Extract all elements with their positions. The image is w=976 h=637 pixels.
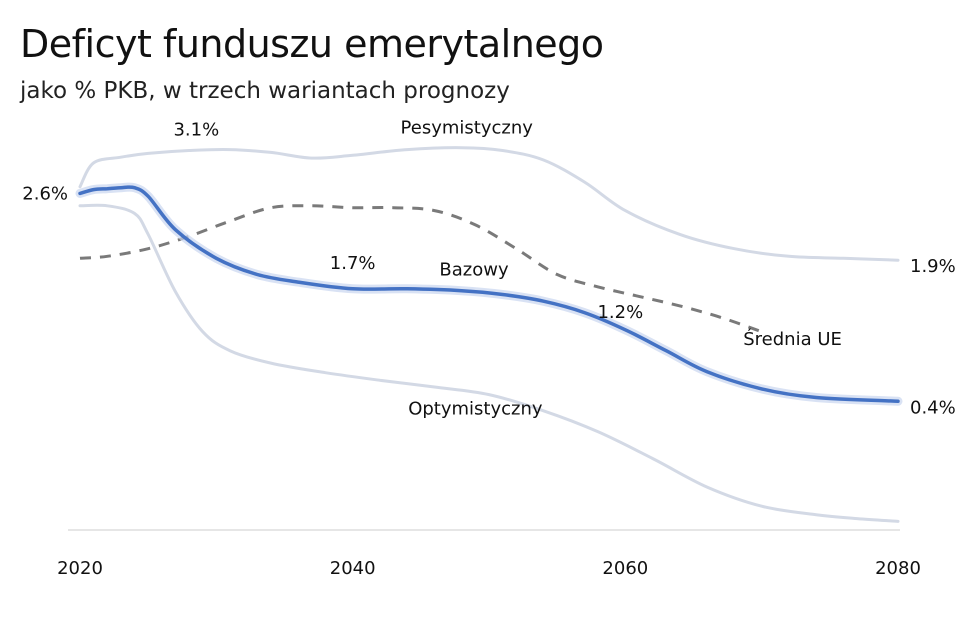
chart-title: Deficyt funduszu emerytalnego	[20, 22, 604, 66]
data-label-1-2pct: 1.2%	[597, 302, 643, 323]
data-label-3-1pct: 3.1%	[173, 120, 219, 141]
data-label-pesymistyczny: Pesymistyczny	[401, 118, 534, 139]
x-axis-ticks: 2020 2040 2060 2080	[57, 558, 921, 579]
data-label-srednia-ue: Średnia UE	[743, 328, 842, 350]
data-label-optymistyczny: Optymistyczny	[408, 399, 543, 420]
data-labels: 2.6% 3.1% Pesymistyczny 1.7% Bazowy 1.2% Średn…	[22, 118, 955, 420]
x-tick-2020: 2020	[57, 558, 103, 579]
data-label-2-6pct: 2.6%	[22, 183, 68, 204]
x-tick-2060: 2060	[602, 558, 648, 579]
series-line-pesymistyczny	[78, 146, 900, 262]
data-label-bazowy: Bazowy	[439, 260, 509, 281]
data-label-1-7pct: 1.7%	[330, 253, 376, 274]
x-tick-2040: 2040	[330, 558, 376, 579]
data-label-1-9pct: 1.9%	[910, 256, 956, 277]
chart-subtitle: jako % PKB, w trzech wariantach prognozy	[20, 78, 510, 104]
series-lines	[75, 146, 903, 523]
series-line-srednia-ue	[79, 204, 763, 334]
series-line-optymistyczny	[78, 203, 900, 523]
data-label-0-4pct: 0.4%	[910, 397, 956, 418]
x-tick-2080: 2080	[875, 558, 921, 579]
series-line-bazowy	[78, 185, 900, 404]
